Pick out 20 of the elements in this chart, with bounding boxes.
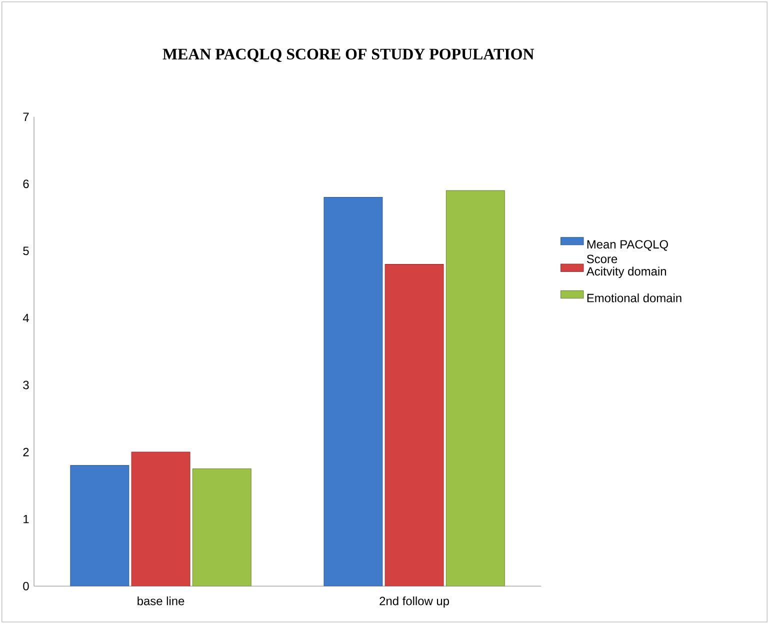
y-tick-label: 2 — [23, 448, 29, 456]
y-tick-label: 3 — [23, 380, 29, 390]
y-tick-label: 7 — [23, 112, 29, 121]
y-tick-label: 6 — [23, 180, 29, 188]
bar — [70, 465, 130, 586]
bar — [384, 264, 444, 586]
y-tick-label: 4 — [22, 314, 29, 322]
bar — [324, 197, 383, 586]
legend-label: Acitvity domain — [586, 266, 666, 278]
y-tick-label: 5 — [23, 246, 29, 256]
bar — [192, 468, 252, 586]
y-tick-label: 1 — [24, 514, 29, 524]
x-tick-label: 2nd follow up — [380, 596, 450, 608]
y-tick-label: 0 — [23, 582, 29, 590]
bar — [131, 452, 190, 586]
legend-label: Emotional domain — [587, 294, 682, 302]
bar — [446, 190, 505, 586]
x-tick-label: base line — [138, 596, 184, 606]
chart-title: MEAN PACQLQ SCORE OF STUDY POPULATION — [162, 48, 534, 62]
legend-label: Mean PACQLQ Score — [586, 240, 668, 264]
